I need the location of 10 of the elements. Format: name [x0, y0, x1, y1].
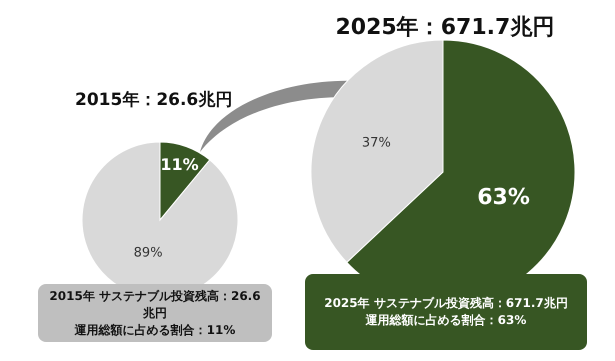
data-label: 37%: [362, 136, 391, 151]
data-label: 11%: [160, 155, 199, 174]
chart-title: 2025年：671.7兆円: [336, 14, 554, 42]
data-label: 89%: [134, 246, 163, 261]
text: 2015年 サステナブル投資残高：26.6兆円: [48, 288, 262, 322]
text: 運用総額に占める割合：11%: [74, 322, 236, 338]
data-label: 63%: [477, 185, 530, 210]
text: 2025年 サステナブル投資残高：671.7兆円: [323, 295, 569, 312]
chart-title: 2015年：26.6兆円: [75, 89, 232, 111]
text: 運用総額に占める割合：63%: [364, 312, 528, 329]
